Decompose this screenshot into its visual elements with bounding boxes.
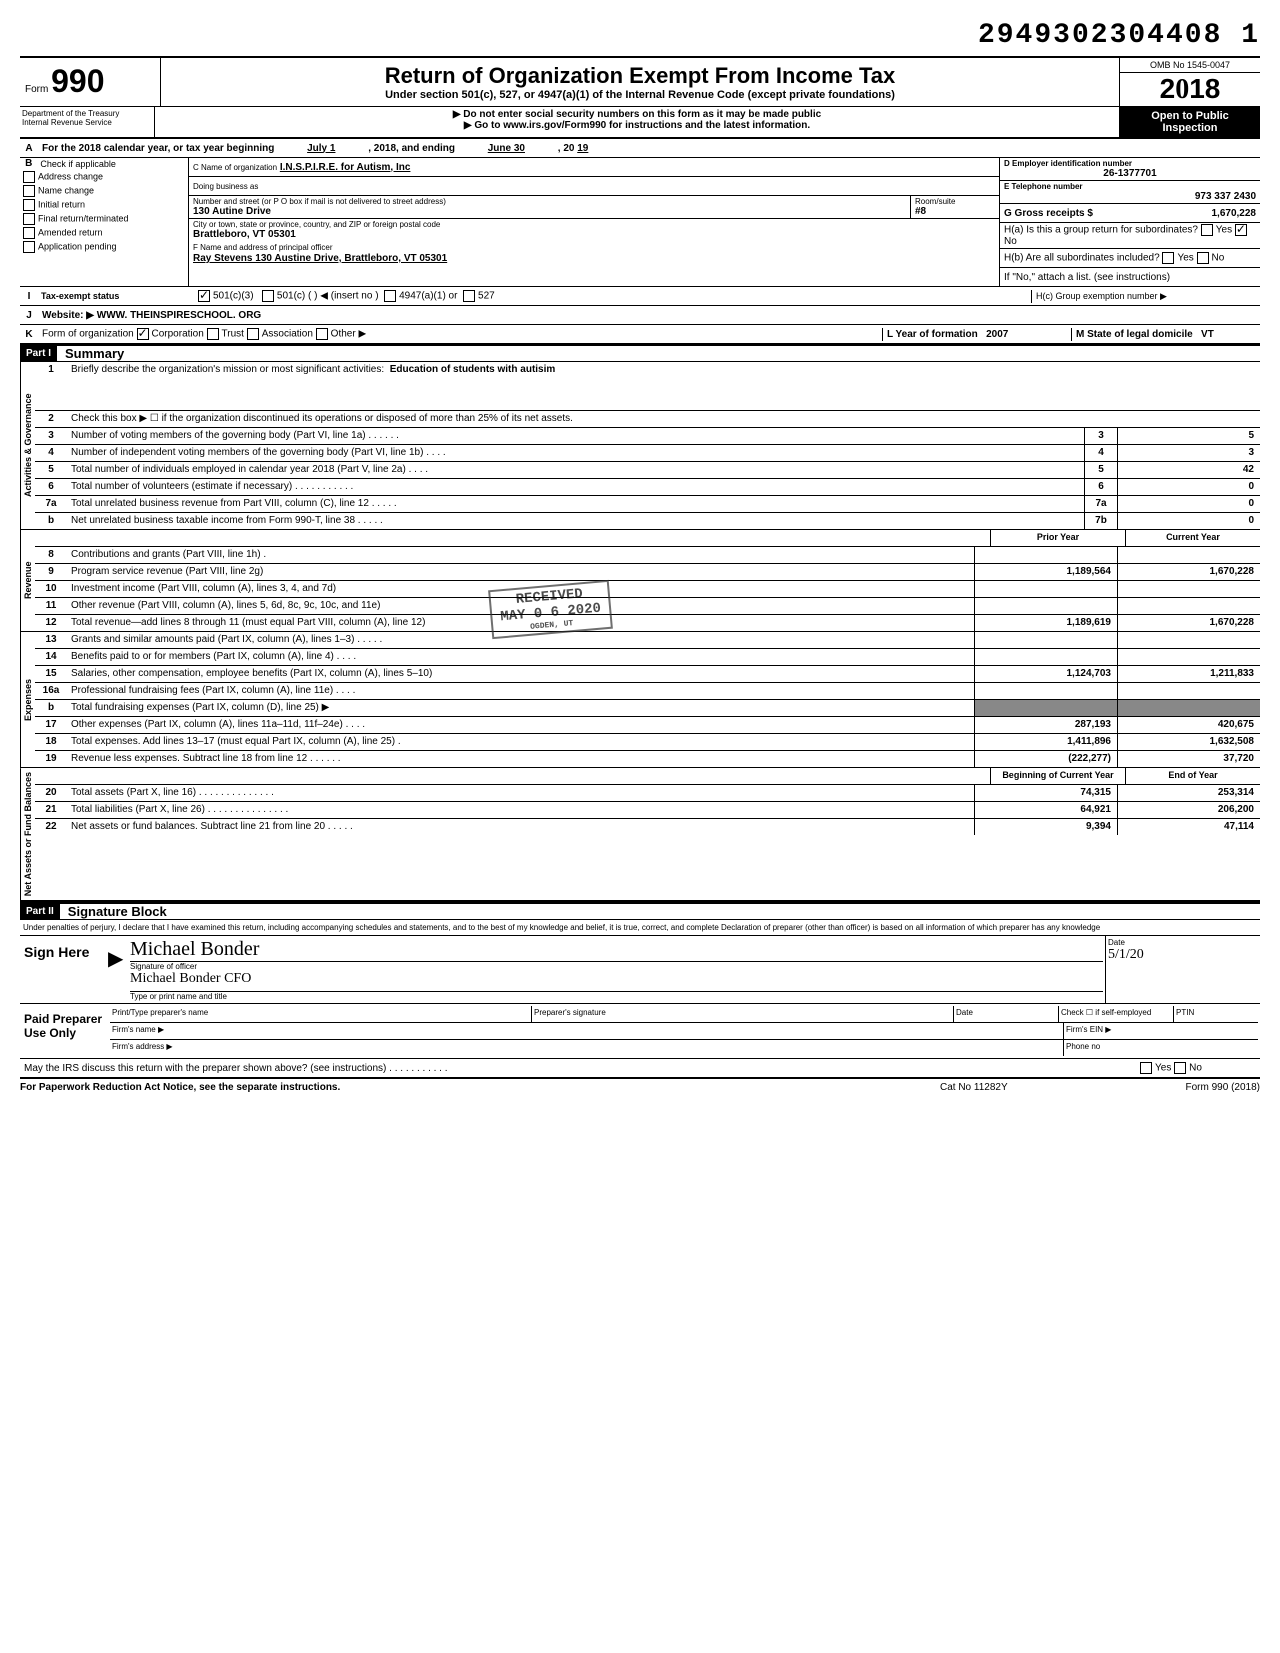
line-7a-val: 0 <box>1117 496 1260 512</box>
final-return-checkbox[interactable] <box>23 213 35 225</box>
address-change-checkbox[interactable] <box>23 171 35 183</box>
line-19-curr: 37,720 <box>1117 751 1260 767</box>
line-22-curr: 47,114 <box>1117 819 1260 835</box>
dba-label: Doing business as <box>189 181 999 192</box>
part-1-title: Summary <box>57 346 124 361</box>
check-applicable: Check if applicable <box>37 158 188 170</box>
name-change-checkbox[interactable] <box>23 185 35 197</box>
end-date: June 30 <box>458 143 555 154</box>
line-21-curr: 206,200 <box>1117 802 1260 818</box>
expenses-label: Expenses <box>20 632 35 767</box>
org-name: I.N.S.P.I.R.E. for Autism, Inc <box>280 162 411 173</box>
line-3-val: 5 <box>1117 428 1260 444</box>
revenue-label: Revenue <box>20 530 35 631</box>
form-footer: Form 990 (2018) <box>1140 1082 1260 1093</box>
line-a-mid: , 2018, and ending <box>368 143 455 154</box>
line-a-text: For the 2018 calendar year, or tax year … <box>42 143 274 154</box>
paid-preparer-label: Paid Preparer Use Only <box>20 1004 108 1058</box>
begin-date: July 1 <box>277 143 365 154</box>
line-9-prior: 1,189,564 <box>974 564 1117 580</box>
part-2-title: Signature Block <box>60 904 167 919</box>
line-18-prior: 1,411,896 <box>974 734 1117 750</box>
city-state-zip: Brattleboro, VT 05301 <box>193 229 995 240</box>
line-9-curr: 1,670,228 <box>1117 564 1260 580</box>
officer-name-title: Michael Bonder CFO <box>130 971 1103 992</box>
dln-number: 2949302304408 1 <box>20 20 1260 51</box>
line-12-prior: 1,189,619 <box>974 615 1117 631</box>
line-17-curr: 420,675 <box>1117 717 1260 733</box>
phone: 973 337 2430 <box>1004 191 1256 202</box>
principal-officer: Ray Stevens 130 Austine Drive, Brattlebo… <box>193 253 447 264</box>
subtitle-1: Under section 501(c), 527, or 4947(a)(1)… <box>166 89 1114 101</box>
line-20-curr: 253,314 <box>1117 785 1260 801</box>
signature-date: 5/1/20 <box>1108 947 1258 963</box>
line-15-curr: 1,211,833 <box>1117 666 1260 682</box>
form-header: Form 990 Return of Organization Exempt F… <box>20 56 1260 107</box>
line-5-val: 42 <box>1117 462 1260 478</box>
corporation-checkbox[interactable] <box>137 328 149 340</box>
line-19-prior: (222,277) <box>974 751 1117 767</box>
line-7b-val: 0 <box>1117 513 1260 529</box>
discuss-yes[interactable] <box>1140 1062 1152 1074</box>
amended-return-checkbox[interactable] <box>23 227 35 239</box>
line-22-prior: 9,394 <box>974 819 1117 835</box>
sign-here-label: Sign Here <box>20 936 108 1003</box>
line-15-prior: 1,124,703 <box>974 666 1117 682</box>
line-20-prior: 74,315 <box>974 785 1117 801</box>
main-title: Return of Organization Exempt From Incom… <box>166 63 1114 89</box>
gross-receipts: 1,670,228 <box>1212 208 1257 219</box>
part-2-label: Part II <box>20 904 60 919</box>
line-21-prior: 64,921 <box>974 802 1117 818</box>
website: WWW. THEINSPIRESCHOOL. ORG <box>97 310 261 321</box>
officer-signature: Michael Bonder <box>130 938 1103 962</box>
year-formation: 2007 <box>986 329 1008 340</box>
state-domicile: VT <box>1201 329 1214 340</box>
net-assets-label: Net Assets or Fund Balances <box>20 768 35 900</box>
line-12-curr: 1,670,228 <box>1117 615 1260 631</box>
form-990-page: SCANNED APR 0 1 2021 2949302304408 1 For… <box>20 20 1260 1093</box>
discuss-no[interactable] <box>1174 1062 1186 1074</box>
form-word: Form <box>25 84 48 95</box>
paperwork-notice: For Paperwork Reduction Act Notice, see … <box>20 1082 940 1093</box>
governance-label: Activities & Governance <box>20 362 35 529</box>
penalty-statement: Under penalties of perjury, I declare th… <box>20 920 1260 936</box>
tax-year: 20201818 <box>1120 73 1260 106</box>
subtitle-2: ▶ Do not enter social security numbers o… <box>157 109 1117 120</box>
dept-treasury: Department of the Treasury <box>22 109 152 118</box>
part-1-label: Part I <box>20 346 57 361</box>
line-4-val: 3 <box>1117 445 1260 461</box>
line-6-val: 0 <box>1117 479 1260 495</box>
line-a-letter: A <box>20 143 38 154</box>
mission: Education of students with autisim <box>390 364 556 375</box>
room-suite: #8 <box>915 206 995 217</box>
subtitle-3: ▶ Go to www.irs.gov/Form990 for instruct… <box>157 120 1117 131</box>
ein: 26-1377701 <box>1004 168 1256 179</box>
application-pending-checkbox[interactable] <box>23 241 35 253</box>
street-address: 130 Autine Drive <box>193 206 906 217</box>
omb-number: OMB No 1545-0047 <box>1120 58 1260 73</box>
initial-return-checkbox[interactable] <box>23 199 35 211</box>
line-18-curr: 1,632,508 <box>1117 734 1260 750</box>
end-year: 19 <box>577 143 588 154</box>
open-public: Open to Public Inspection <box>1120 107 1260 137</box>
line-17-prior: 287,193 <box>974 717 1117 733</box>
cat-no: Cat No 11282Y <box>940 1082 1140 1093</box>
501c3-checkbox[interactable] <box>198 290 210 302</box>
group-return-no[interactable] <box>1235 224 1247 236</box>
form-number: 990 <box>51 63 104 99</box>
discuss-question: May the IRS discuss this return with the… <box>20 1062 1140 1075</box>
irs-label: Internal Revenue Service <box>22 118 152 127</box>
